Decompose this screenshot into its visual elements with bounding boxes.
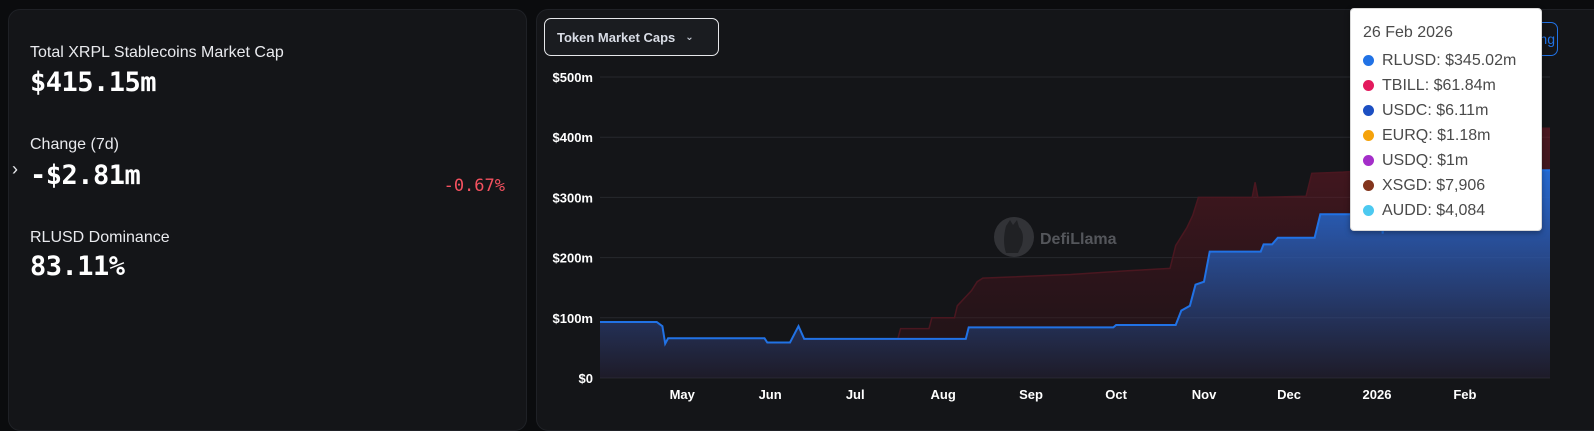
dominance-label: RLUSD Dominance (30, 229, 170, 246)
token-market-caps-dropdown[interactable]: Token Market Caps ⌄ (544, 18, 719, 56)
tooltip-item: USDC: $6.11m (1363, 98, 1541, 123)
y-tick-label: $0 (579, 371, 593, 386)
dominance-value: 83.11% (30, 251, 125, 282)
legend-dot-icon (1363, 130, 1374, 141)
y-tick-label: $100m (553, 311, 593, 326)
y-tick-label: $200m (553, 251, 593, 266)
legend-dot-icon (1363, 205, 1374, 216)
defillama-watermark: DefiLlama (994, 217, 1117, 257)
x-tick-label: Feb (1453, 387, 1476, 402)
tooltip-date: 26 Feb 2026 (1363, 24, 1453, 41)
chevron-down-icon: ⌄ (685, 31, 694, 43)
x-tick-label: Oct (1105, 387, 1127, 402)
change-label: Change (7d) (30, 136, 119, 153)
y-axis: $0 $100m $200m $300m $400m $500m (553, 70, 593, 386)
llama-logo-icon (994, 217, 1034, 257)
toggle-button[interactable]: ng (1528, 22, 1558, 56)
y-tick-label: $400m (553, 130, 593, 145)
dropdown-label: Token Market Caps (557, 29, 676, 45)
y-tick-label: $500m (553, 70, 593, 85)
x-tick-label: Aug (930, 387, 955, 402)
tooltip-item: AUDD: $4,084 (1363, 198, 1541, 223)
tooltip-item: TBILL: $61.84m (1363, 73, 1541, 98)
market-cap-value: $415.15m (30, 67, 157, 98)
tooltip-item-label: EURQ: $1.18m (1382, 126, 1491, 144)
market-cap-label: Total XRPL Stablecoins Market Cap (30, 44, 284, 61)
x-tick-label: Jul (846, 387, 865, 402)
watermark-text: DefiLlama (1040, 231, 1117, 248)
tooltip-item: XSGD: $7,906 (1363, 173, 1541, 198)
x-tick-label: Nov (1192, 387, 1217, 402)
legend-dot-icon (1363, 180, 1374, 191)
x-tick-label: Dec (1277, 387, 1301, 402)
tooltip-item-label: XSGD: $7,906 (1382, 176, 1486, 194)
tooltip-item: RLUSD: $345.02m (1363, 48, 1541, 73)
x-tick-label: 2026 (1363, 387, 1392, 402)
legend-dot-icon (1363, 155, 1374, 166)
tooltip-item-label: AUDD: $4,084 (1382, 201, 1486, 219)
x-tick-label: May (670, 387, 696, 402)
tooltip-item: EURQ: $1.18m (1363, 123, 1541, 148)
chart-tooltip: 26 Feb 2026 RLUSD: $345.02m TBILL: $61.84… (1350, 8, 1542, 231)
tooltip-item: USDQ: $1m (1363, 148, 1541, 173)
change-percent: -0.67% (443, 176, 505, 196)
expand-chevron-icon[interactable]: › (12, 159, 18, 179)
series-area-rlusd (600, 170, 1550, 378)
change-value: -$2.81m (30, 160, 141, 191)
x-axis: May Jun Jul Aug Sep Oct Nov Dec 2026 Feb (670, 387, 1477, 402)
legend-dot-icon (1363, 105, 1374, 116)
x-tick-label: Jun (759, 387, 782, 402)
tooltip-item-label: TBILL: $61.84m (1382, 76, 1496, 94)
tooltip-item-label: RLUSD: $345.02m (1382, 51, 1517, 69)
stats-panel: Total XRPL Stablecoins Market Cap $415.1… (8, 9, 527, 431)
tooltip-item-label: USDC: $6.11m (1382, 101, 1489, 119)
y-tick-label: $300m (553, 190, 593, 205)
tooltip-item-label: USDQ: $1m (1382, 151, 1469, 169)
x-tick-label: Sep (1019, 387, 1043, 402)
legend-dot-icon (1363, 55, 1374, 66)
legend-dot-icon (1363, 80, 1374, 91)
toggle-button-label: ng (1539, 31, 1555, 47)
